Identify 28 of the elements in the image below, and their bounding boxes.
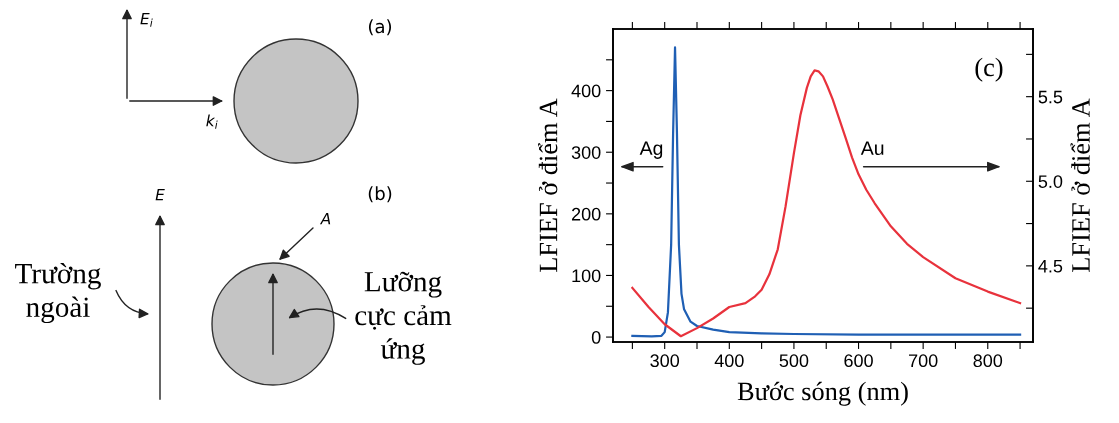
text: E: [155, 189, 165, 201]
text: Lưỡng cực cảm ứng: [355, 271, 452, 365]
y2-axis-title: LFIEF ở điểm A: [1070, 98, 1090, 272]
y2-tick-label: 4.5: [1038, 259, 1063, 273]
x-tick-label: 300: [650, 354, 680, 368]
y-axis-title: LFIEF ở điểm A: [538, 98, 558, 272]
text: (b): [368, 186, 392, 203]
x-tick-label: 600: [844, 354, 873, 368]
annotation: Ag: [639, 141, 663, 159]
x-tick-label: 400: [714, 354, 744, 368]
text: E$_{i}$: [140, 13, 153, 27]
y-tick-label: 200: [571, 207, 601, 221]
x-axis-title: Bước sóng (nm): [737, 381, 908, 406]
y-tick-label: 300: [571, 146, 601, 159]
annotation: Au: [860, 141, 884, 156]
annotation: (c): [975, 57, 1003, 82]
y-tick-label: 400: [571, 84, 601, 98]
text: A: [319, 213, 331, 225]
text: (a): [368, 19, 392, 36]
y2-tick-label: 5.0: [1038, 175, 1063, 188]
x-tick-label: 700: [909, 354, 938, 368]
y2-tick-label: 5.5: [1038, 90, 1063, 104]
y-tick-label: 100: [572, 269, 601, 283]
text: k$_{i}$: [206, 114, 218, 129]
x-tick-label: 500: [779, 354, 809, 368]
y-tick-label: 0: [591, 331, 601, 344]
text: Trường ngoài: [15, 262, 101, 324]
x-tick-label: 800: [973, 354, 1003, 368]
